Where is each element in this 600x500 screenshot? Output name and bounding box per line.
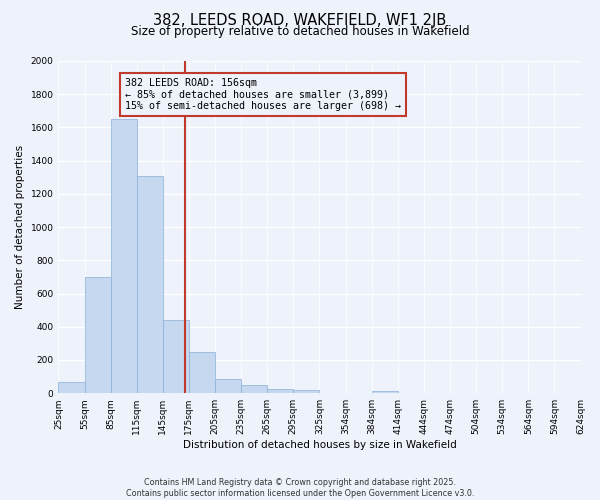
Bar (85, 277, 110, 393)
Text: 382, LEEDS ROAD, WAKEFIELD, WF1 2JB: 382, LEEDS ROAD, WAKEFIELD, WF1 2JB (154, 12, 446, 28)
Text: Size of property relative to detached houses in Wakefield: Size of property relative to detached ho… (131, 25, 469, 38)
Bar (371, 390, 398, 393)
Text: Contains HM Land Registry data © Crown copyright and database right 2025.
Contai: Contains HM Land Registry data © Crown c… (126, 478, 474, 498)
Bar (241, 385, 267, 393)
Bar (110, 119, 137, 393)
Y-axis label: Number of detached properties: Number of detached properties (15, 145, 25, 309)
Bar (137, 176, 163, 393)
Text: 382 LEEDS ROAD: 156sqm
← 85% of detached houses are smaller (3,899)
15% of semi-: 382 LEEDS ROAD: 156sqm ← 85% of detached… (125, 78, 401, 111)
X-axis label: Distribution of detached houses by size in Wakefield: Distribution of detached houses by size … (182, 440, 457, 450)
Bar (267, 389, 293, 393)
Bar (215, 379, 241, 393)
Bar (163, 320, 189, 393)
Bar (58, 382, 85, 393)
Bar (293, 390, 319, 393)
Bar (189, 352, 215, 393)
